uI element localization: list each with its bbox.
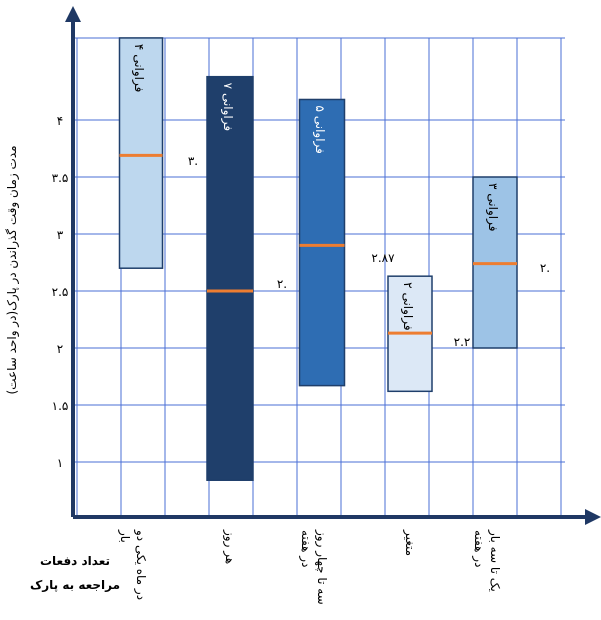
x-axis-label: تعداد دفعات [40,554,110,568]
annotation: ۲.۸۷ [371,251,395,265]
annotation: ۲.۲ [454,335,471,349]
y-axis-label: مدت زمان وقت گذراندن در پارک(در واحد ساع… [5,146,20,395]
y-axis-arrow [65,6,81,22]
bar-label: فراوانی ۲ [400,282,415,330]
x-tick-label: متغیر [402,529,417,556]
y-tick-label: ۱ [57,456,63,470]
y-tick-label: ۳ [57,228,64,242]
y-tick-label: ۲.۵ [52,285,69,299]
range-bar [118,37,164,269]
x-axis-arrow [585,509,601,525]
x-axis-label: مراجعه به پارک [30,578,120,592]
annotation: ۲. [277,277,287,291]
bar-label: فراوانی ۷ [220,83,235,131]
y-tick-label: ۳.۵ [52,171,69,185]
y-tick-label: ۲ [57,342,63,356]
annotation: ۳. [188,154,198,168]
range-bar [206,75,254,481]
x-tick-label: سه تا چهار روز [314,529,329,605]
bar-label: فراوانی ۳ [485,183,500,231]
y-tick-label: ۴ [57,114,63,128]
x-tick-label: در هفته [298,530,313,567]
bar-label: فراوانی ۴ [131,44,146,92]
y-tick-label: ۱.۵ [52,399,69,413]
range-bar [298,98,346,387]
x-tick-label: در ماه یکی دو [133,529,148,600]
annotation: ۲. [540,261,550,275]
x-tick-label: هر روز [222,529,237,564]
x-tick-label: یک تا سه بار [487,529,502,592]
x-tick-label: بار [117,529,132,543]
bar-label: فراوانی ۵ [312,105,327,153]
x-tick-label: در هفته [471,530,486,567]
